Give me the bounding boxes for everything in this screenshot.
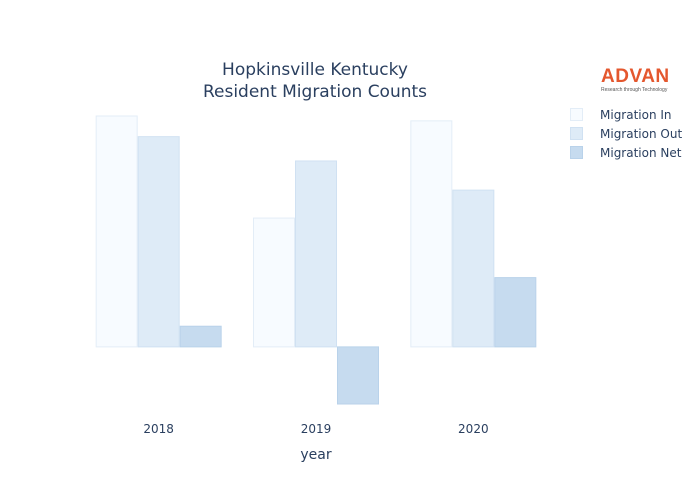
legend-item-migration-net[interactable]: Migration Net bbox=[570, 143, 682, 162]
bar-migration-in-2018[interactable] bbox=[95, 115, 138, 348]
legend: Migration In Migration Out Migration Net bbox=[570, 105, 682, 162]
bar-migration-net-2018[interactable] bbox=[179, 325, 222, 348]
x-tick-label-2019: 2019 bbox=[301, 422, 332, 436]
chart-title-line-1: Hopkinsville Kentucky bbox=[222, 60, 408, 80]
legend-swatch-migration-in bbox=[570, 108, 583, 121]
bar-migration-in-2020[interactable] bbox=[410, 120, 453, 348]
x-tick-label-2020: 2020 bbox=[458, 422, 489, 436]
bar-migration-net-2020[interactable] bbox=[494, 277, 537, 348]
chart-title: Hopkinsville Kentucky Resident Migration… bbox=[165, 59, 465, 103]
bar-migration-out-2020[interactable] bbox=[452, 189, 495, 348]
bar-migration-in-2019[interactable] bbox=[253, 217, 295, 348]
logo-wordmark: ADVAN bbox=[601, 66, 670, 87]
legend-item-migration-out[interactable]: Migration Out bbox=[570, 124, 682, 143]
legend-label-migration-in: Migration In bbox=[600, 107, 672, 122]
x-tick-label-2018: 2018 bbox=[143, 422, 174, 436]
legend-swatch-migration-out bbox=[570, 127, 583, 140]
legend-label-migration-net: Migration Net bbox=[600, 145, 682, 160]
bar-migration-net-2019[interactable] bbox=[337, 346, 379, 405]
legend-swatch-migration-net bbox=[570, 146, 583, 159]
x-axis-title: year bbox=[300, 447, 332, 463]
chart-title-line-2: Resident Migration Counts bbox=[202, 82, 428, 102]
legend-item-migration-in[interactable]: Migration In bbox=[570, 105, 682, 124]
bar-migration-out-2019[interactable] bbox=[295, 160, 337, 348]
logo-tagline: Research through Technology bbox=[601, 87, 668, 93]
legend-label-migration-out: Migration Out bbox=[600, 126, 683, 141]
advan-logo: ADVAN Research through Technology bbox=[601, 67, 671, 93]
bar-migration-out-2018[interactable] bbox=[137, 136, 180, 348]
